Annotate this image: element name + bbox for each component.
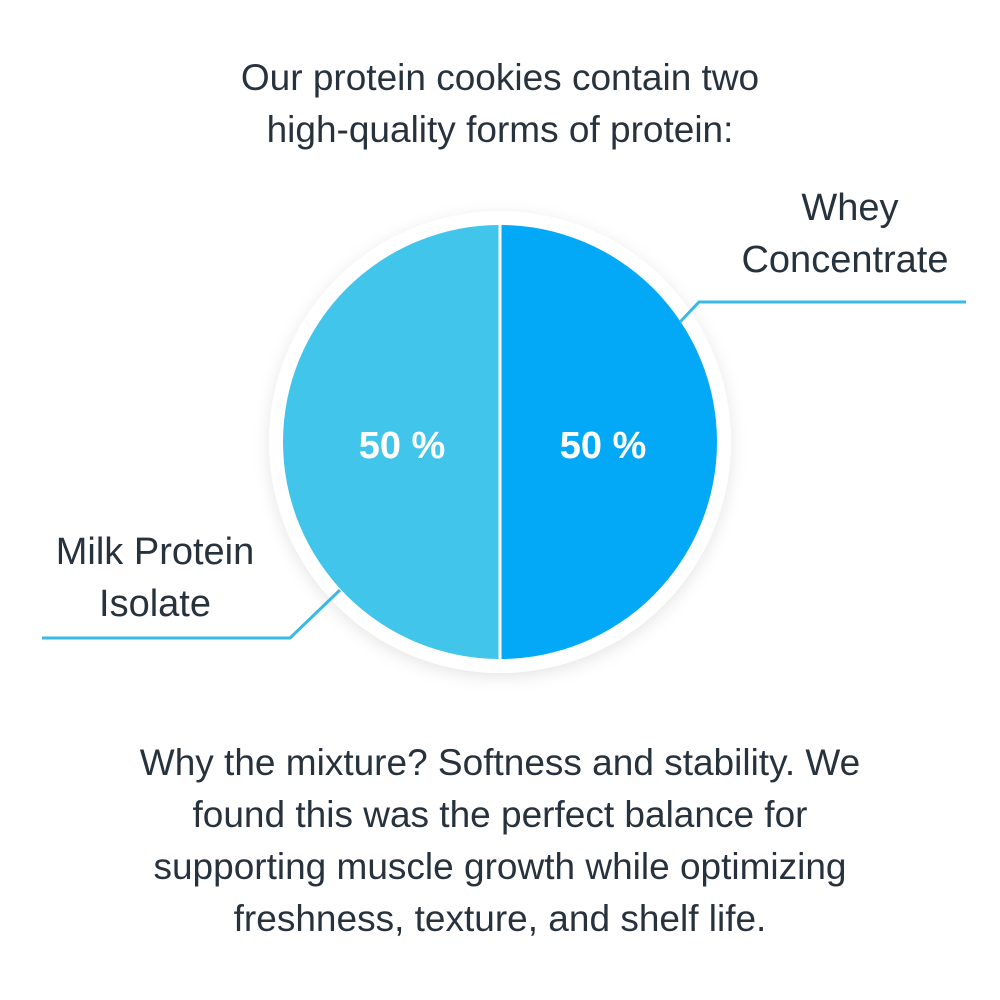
label-line: Concentrate (741, 239, 949, 281)
text-line: freshness, texture, and shelf life. (233, 898, 767, 939)
text-line: Why the mixture? Softness and stability.… (139, 742, 861, 783)
text-line: supporting muscle growth while optimizin… (153, 846, 847, 887)
data-label-whey: 50 % (560, 425, 647, 467)
label-line: Isolate (99, 583, 211, 625)
pie-slice-whey (500, 225, 717, 659)
label-line: Whey (801, 187, 899, 229)
legend-label-whey: Whey Concentrate (720, 182, 970, 286)
legend-label-milk: Milk Protein Isolate (30, 526, 280, 630)
leader-line-whey (678, 300, 966, 324)
data-label-milk: 50 % (359, 425, 446, 467)
label-line: Milk Protein (55, 531, 255, 573)
text-line: found this was the perfect balance for (192, 794, 808, 835)
leader-line-milk (42, 588, 342, 640)
title-line: high-quality forms of protein: (266, 109, 734, 150)
pie-slice-milk (283, 225, 500, 659)
title-line: Our protein cookies contain two (240, 57, 760, 98)
explanation-text: Why the mixture? Softness and stability.… (0, 737, 1000, 945)
page-title: Our protein cookies contain two high-qua… (0, 52, 1000, 156)
